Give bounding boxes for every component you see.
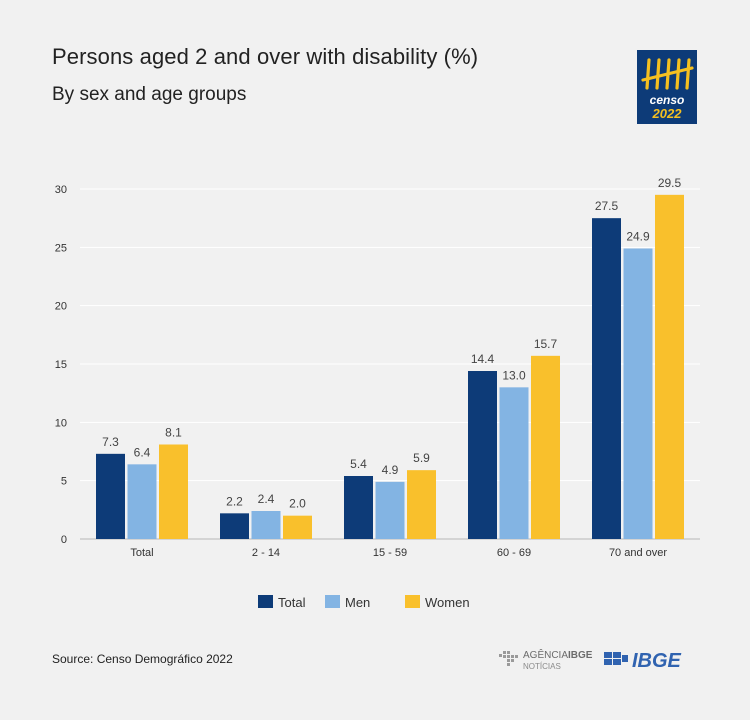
x-tick-label: 2 - 14 [252, 547, 280, 559]
bar-value-label: 5.9 [413, 451, 430, 465]
bar-women [655, 194, 684, 540]
bar-men [623, 248, 653, 539]
y-tick-label: 20 [55, 301, 67, 313]
bar-women [283, 515, 312, 539]
bar-value-label: 29.5 [658, 176, 682, 190]
censo-2022-logo: censo 2022 [637, 50, 697, 124]
source-note: Source: Censo Demográfico 2022 [52, 652, 233, 666]
legend-swatch-men [325, 595, 340, 608]
y-tick-label: 15 [55, 359, 67, 371]
noticias-text: NOTÍCIAS [523, 662, 561, 671]
bar-chart: 0 5 10 15 20 25 30 7.3 6.4 8.1 2.2 2.4 2.0 5.4 4.9 5.9… [55, 176, 700, 610]
bar-women [531, 355, 560, 539]
censo-year-text: 2022 [652, 106, 683, 121]
bar-value-label: 27.5 [595, 199, 619, 213]
bar-total [592, 218, 621, 539]
bar-value-label: 13.0 [502, 368, 526, 382]
bar-men [499, 387, 529, 539]
bars [96, 194, 684, 540]
bar-value-label: 2.4 [258, 492, 275, 506]
y-tick-label: 5 [61, 476, 67, 488]
x-tick-label: Total [130, 547, 153, 559]
bar-total [344, 476, 373, 539]
chart-title: Persons aged 2 and over with disability … [52, 44, 479, 69]
bar-value-label: 8.1 [165, 426, 182, 440]
bar-women [159, 444, 188, 539]
brazil-map-icon [499, 651, 518, 666]
legend-label-men: Men [345, 595, 370, 610]
chart-subtitle: By sex and age groups [52, 84, 247, 105]
ibge-logo: IBGE [604, 650, 682, 672]
tally-marks-icon [641, 58, 694, 90]
x-tick-label: 70 and over [609, 547, 667, 559]
y-tick-label: 30 [55, 184, 67, 196]
bar-men [127, 464, 157, 539]
bar-value-label: 15.7 [534, 337, 558, 351]
bar-women [407, 470, 436, 539]
legend-swatch-total [258, 595, 273, 608]
bar-total [96, 453, 125, 539]
legend: Total Men Women [258, 595, 470, 610]
agencia-ibge-logo: AGÊNCIAIBGE NOTÍCIAS [499, 648, 593, 671]
legend-label-total: Total [278, 595, 306, 610]
bar-value-label: 2.2 [226, 494, 243, 508]
bar-value-label: 14.4 [471, 352, 495, 366]
y-tick-label: 0 [61, 534, 67, 546]
legend-label-women: Women [425, 595, 470, 610]
bar-men [375, 481, 405, 539]
ibge-flag-icon [604, 652, 628, 665]
censo-text: censo [650, 93, 685, 107]
bar-value-label: 6.4 [134, 445, 151, 459]
y-tick-label: 25 [55, 242, 67, 254]
x-tick-label: 15 - 59 [373, 547, 407, 559]
bar-men [251, 511, 281, 539]
bar-value-label: 7.3 [102, 435, 119, 449]
bar-total [468, 371, 497, 539]
bar-value-label: 5.4 [350, 457, 367, 471]
bar-value-label: 2.0 [289, 497, 306, 511]
bar-value-label: 24.9 [626, 230, 650, 244]
y-tick-label: 10 [55, 417, 67, 429]
legend-swatch-women [405, 595, 420, 608]
bar-total [220, 513, 249, 539]
y-axis: 0 5 10 15 20 25 30 [55, 184, 67, 546]
agencia-text: AGÊNCIAIBGE [523, 648, 593, 661]
value-labels: 7.3 6.4 8.1 2.2 2.4 2.0 5.4 4.9 5.9 14.4 13.0 15.7 2… [102, 176, 681, 511]
x-tick-label: 60 - 69 [497, 547, 531, 559]
ibge-text: IBGE [632, 650, 682, 672]
bar-value-label: 4.9 [382, 463, 399, 477]
x-axis: Total 2 - 14 15 - 59 60 - 69 70 and over [130, 547, 667, 559]
